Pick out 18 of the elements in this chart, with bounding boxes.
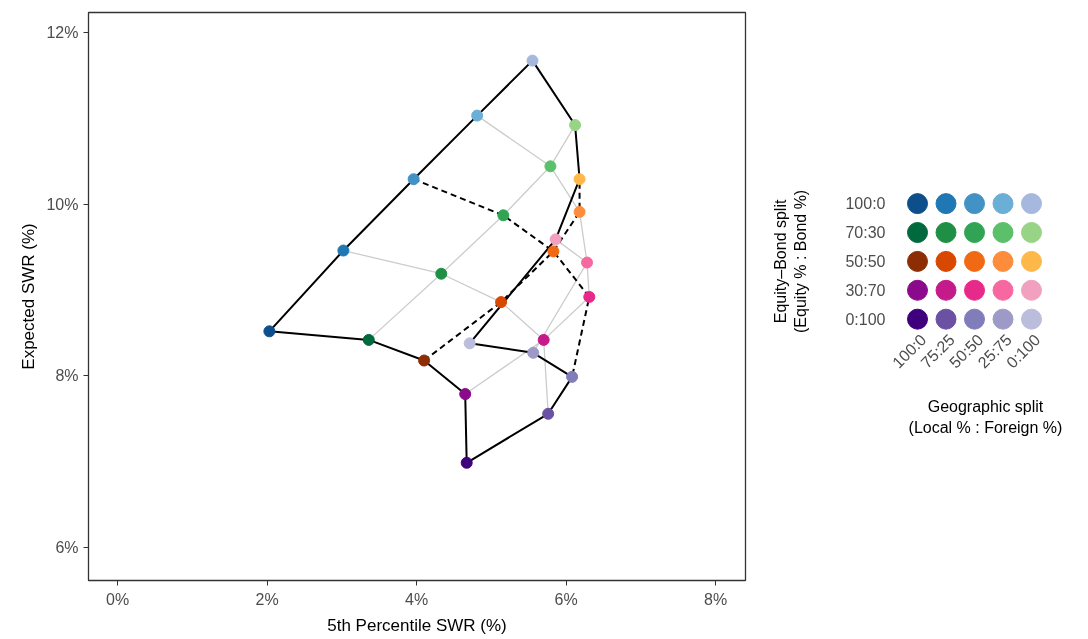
y-tick-label: 8% [55,367,79,385]
y-tick-label: 6% [55,539,79,557]
x-tick-label: 2% [255,590,279,608]
x-tick-label: 4% [405,590,429,608]
y-axis-title: Expected SWR (%) [19,223,39,370]
y-tick-label: 12% [46,23,79,41]
x-tick-label: 0% [106,590,130,608]
x-axis-title: 5th Percentile SWR (%) [327,615,507,635]
legend-title: Equity–Bond split (Equity % : Bond %) [771,189,810,333]
x-tick-label: 8% [704,590,728,608]
legend-label: 30:70 [845,281,886,299]
legend-label: 70:30 [845,224,886,241]
y-tick-label: 10% [46,195,79,213]
text: Geographic split (Local % : Foreign %) [908,398,1063,436]
legend-label: 50:50 [845,252,886,270]
x-tick-label: 6% [554,590,578,608]
legend-label: 0:100 [845,310,886,328]
legend-label: 100:0 [845,195,886,213]
